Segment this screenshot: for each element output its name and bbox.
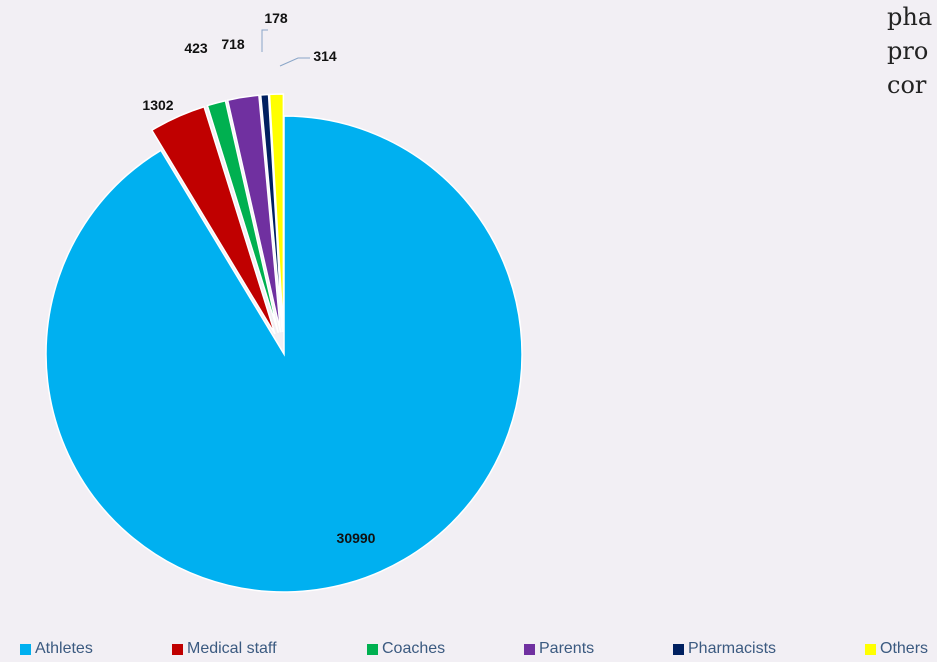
legend-swatch	[172, 643, 183, 655]
legend-item-others: Others	[865, 640, 928, 658]
data-label-medical-staff: 1302	[142, 97, 173, 113]
legend-swatch	[865, 643, 876, 655]
side-text-line-2: pro	[887, 37, 929, 65]
legend-swatch	[673, 643, 684, 655]
legend-item-parents: Parents	[524, 640, 594, 658]
chart-legend: Athletes Medical staff Coaches Parents Pharm…	[0, 640, 937, 662]
legend-item-medical-staff: Medical staff	[172, 640, 277, 658]
legend-label: Coaches	[382, 640, 446, 657]
pie-slice-parents	[226, 94, 282, 333]
side-text-line-1: pha	[887, 3, 933, 31]
pie-slice-pharmacists	[259, 93, 284, 333]
clipped-side-text: pha pro cor	[887, 0, 937, 102]
legend-swatch	[524, 643, 535, 655]
leader-line-pharmacists	[261, 29, 268, 52]
leader-line-others	[279, 57, 310, 67]
legend-item-pharmacists: Pharmacists	[673, 640, 776, 658]
data-label-pharmacists: 178	[264, 10, 288, 26]
data-label-athletes: 30990	[337, 530, 376, 546]
legend-label: Medical staff	[187, 640, 277, 657]
legend-label: Parents	[539, 640, 595, 657]
pie-slice-athletes	[45, 115, 523, 593]
pie-slice-coaches	[206, 99, 280, 333]
legend-label: Athletes	[35, 640, 93, 657]
legend-item-coaches: Coaches	[367, 640, 445, 658]
legend-label: Pharmacists	[688, 640, 777, 657]
data-label-coaches: 423	[184, 40, 208, 56]
side-text-line-3: cor	[887, 71, 927, 99]
legend-item-athletes: Athletes	[20, 640, 93, 658]
legend-swatch	[20, 643, 31, 655]
legend-label: Others	[880, 640, 929, 657]
data-label-parents: 718	[221, 36, 245, 52]
pie-slice-others	[268, 93, 285, 333]
legend-swatch	[367, 643, 378, 655]
pie-slice-medical-staff	[150, 105, 276, 335]
data-label-others: 314	[313, 48, 337, 64]
